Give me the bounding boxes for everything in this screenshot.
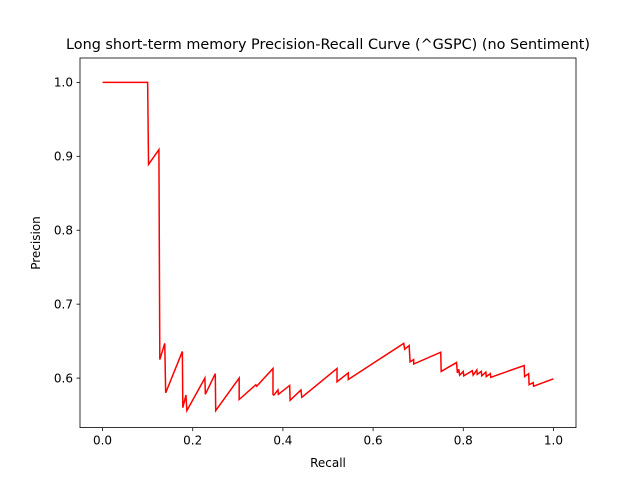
x-axis-label: Recall — [310, 456, 346, 470]
x-tick-label: 0.6 — [364, 434, 383, 448]
y-axis-ticks: 0.6 0.7 0.8 0.9 1.0 — [54, 76, 80, 385]
y-tick-label: 1.0 — [54, 76, 73, 90]
series-line-0 — [102, 81, 554, 414]
x-tick-label: 0.8 — [454, 434, 473, 448]
plot-background — [80, 58, 576, 428]
y-tick-label: 0.6 — [54, 371, 73, 385]
y-tick-label: 0.7 — [54, 297, 73, 311]
plot-frame — [79, 57, 577, 429]
x-tick-label: 0.2 — [183, 434, 202, 448]
x-tick-label: 1.0 — [544, 434, 563, 448]
x-axis-ticks: 0.0 0.2 0.4 0.6 0.8 1.0 — [93, 427, 563, 448]
chart-title: Long short-term memory Precision-Recall … — [66, 37, 590, 53]
y-axis-label: Precision — [29, 216, 43, 270]
y-tick-label: 0.8 — [54, 224, 73, 238]
y-tick-label: 0.9 — [54, 150, 73, 164]
x-tick-label: 0.4 — [273, 434, 292, 448]
precision-recall-curve — [102, 81, 554, 414]
x-tick-label: 0.0 — [93, 434, 112, 448]
